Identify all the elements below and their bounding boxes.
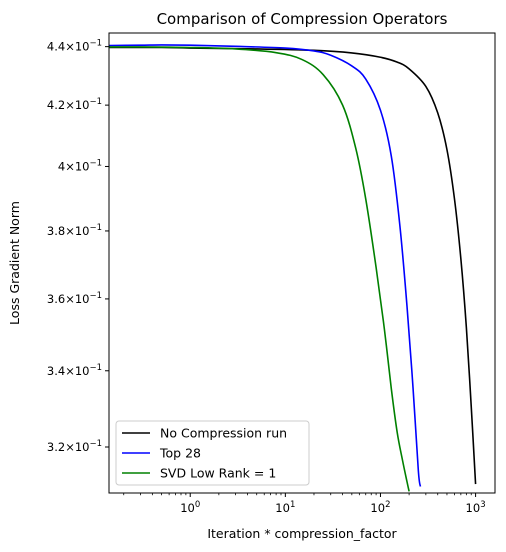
x-axis-label: Iteration * compression_factor xyxy=(207,526,397,541)
y-tick-label: 4.2×10−1 xyxy=(47,97,102,112)
plot-frame xyxy=(108,32,496,494)
legend-entry-label: Top 28 xyxy=(159,446,201,461)
legend-entry-label: SVD Low Rank = 1 xyxy=(160,466,276,481)
y-axis-ticks: 3.2×10−1 3.4×10−1 3.6×10−1 3.8×10−1 4×10−1 4.… xyxy=(47,39,109,454)
x-tick-label: 101 xyxy=(275,500,295,515)
plot-lines xyxy=(108,44,477,492)
x-axis-ticks: 100 101 102 103 xyxy=(123,493,486,515)
y-tick-label: 4.4×10−1 xyxy=(47,39,102,54)
x-tick-label: 102 xyxy=(370,500,390,515)
legend: No Compression run Top 28 SVD Low Rank = 1 xyxy=(115,420,310,486)
y-axis-label: Loss Gradient Norm xyxy=(7,201,22,325)
legend-box xyxy=(115,420,310,486)
series-line-2 xyxy=(108,44,422,487)
series-line-3 xyxy=(108,46,410,492)
y-tick-label: 3.4×10−1 xyxy=(47,363,102,378)
y-tick-label: 3.8×10−1 xyxy=(47,223,102,238)
y-tick-label: 3.2×10−1 xyxy=(47,439,102,454)
chart-title: Comparison of Compression Operators xyxy=(157,10,448,28)
x-tick-label: 103 xyxy=(466,500,486,515)
y-tick-label: 4×10−1 xyxy=(58,158,102,173)
y-tick-label: 3.6×10−1 xyxy=(47,291,102,306)
x-tick-label: 100 xyxy=(180,500,200,515)
legend-entry-label: No Compression run xyxy=(160,426,287,441)
